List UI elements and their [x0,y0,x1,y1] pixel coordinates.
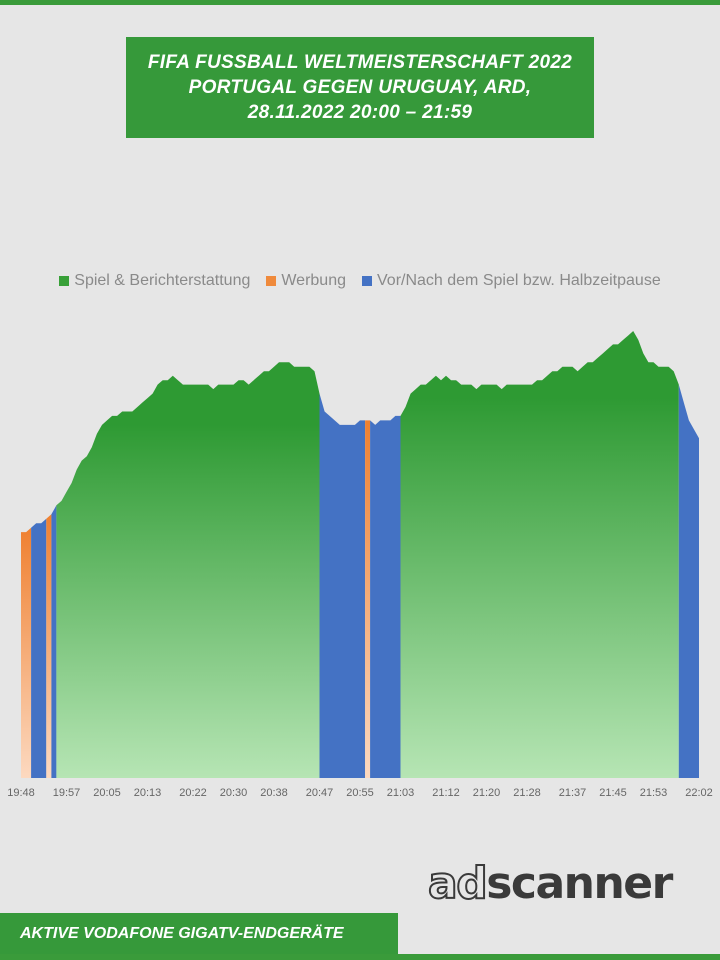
pre-post-area [319,393,366,778]
x-tick-label: 19:57 [53,787,81,799]
x-tick-label: 21:03 [387,787,415,799]
x-tick-label: 19:48 [7,787,35,799]
x-tick-label: 21:20 [473,787,501,799]
title-line-1: FIFA FUSSBALL WELTMEISTERSCHAFT 2022 [147,52,573,73]
chart-legend: Spiel & Berichterstattung Werbung Vor/Na… [0,272,720,290]
pre-post-area [370,415,401,778]
legend-label-ads: Werbung [281,272,346,289]
x-tick-label: 20:05 [93,787,121,799]
x-tick-label: 20:22 [179,787,207,799]
bottom-accent-bar [0,954,720,960]
ad-break-area [21,527,32,778]
legend-label-pre-post: Vor/Nach dem Spiel bzw. Halbzeitpause [377,272,661,289]
logo-ad-part: ad [427,857,489,910]
legend-swatch-game [59,276,70,286]
x-tick-label: 22:02 [685,787,713,799]
legend-label-game: Spiel & Berichterstattung [74,272,251,289]
pre-post-area [678,384,699,778]
legend-item-game: Spiel & Berichterstattung [59,272,250,290]
ad-break-area [46,514,52,778]
x-tick-label: 20:38 [260,787,288,799]
x-tick-label: 21:45 [599,787,627,799]
chart-title-box: FIFA FUSSBALL WELTMEISTERSCHAFT 2022 POR… [126,37,594,138]
device-label-box: AKTIVE VODAFONE GIGATV-ENDGERÄTE [0,913,398,954]
x-tick-label: 20:47 [306,787,334,799]
title-line-2: PORTUGAL GEGEN URUGUAY, ARD, [188,77,532,98]
title-line-3: 28.11.2022 20:00 – 21:59 [247,102,473,123]
top-accent-bar [0,0,720,5]
x-tick-label: 20:55 [346,787,374,799]
x-tick-label: 21:28 [513,787,541,799]
pre-post-area [51,505,57,778]
area-segments [21,331,699,778]
adscanner-logo: adscanner [427,857,673,910]
x-axis-ticks: 19:48 19:57 20:05 20:13 20:22 20:30 20:38 20:47… [7,787,713,799]
legend-item-ads: Werbung [266,272,346,290]
logo-scanner-part: scanner [486,858,673,909]
x-tick-label: 20:13 [134,787,162,799]
game-area [56,362,320,778]
x-tick-label: 20:30 [220,787,248,799]
x-tick-label: 21:37 [559,787,587,799]
legend-swatch-ads [266,276,277,286]
legend-swatch-pre-post [362,276,372,286]
game-area [400,331,679,778]
legend-item-pre-post: Vor/Nach dem Spiel bzw. Halbzeitpause [362,272,661,290]
device-label: AKTIVE VODAFONE GIGATV-ENDGERÄTE [20,924,344,942]
x-tick-label: 21:53 [640,787,668,799]
ad-break-area [365,420,371,778]
pre-post-area [31,518,47,778]
x-tick-label: 21:12 [432,787,460,799]
